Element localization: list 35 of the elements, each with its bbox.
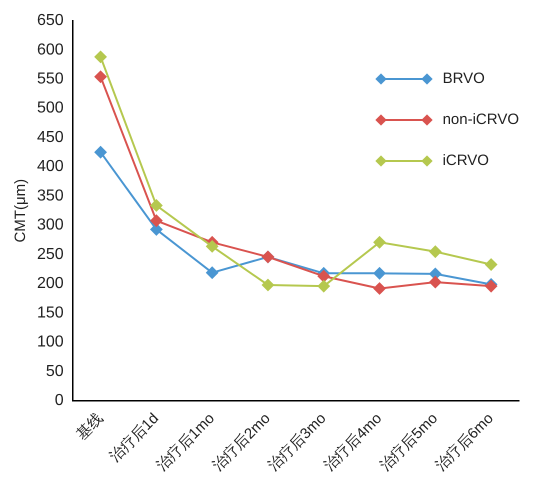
legend-label: iCRVO [442,152,489,169]
point [262,279,274,291]
point [485,258,498,271]
point [150,199,162,212]
y-tick-label: 250 [36,246,64,263]
legend-label: non-iCRVO [442,111,519,128]
y-tick-label: 500 [36,100,64,117]
point [94,70,107,83]
point [206,240,218,252]
point [374,282,386,295]
point [374,236,386,248]
point [94,146,107,158]
y-axis-title: CMT(μm) [12,178,30,243]
y-tick-label: 150 [36,304,64,322]
point [206,266,218,279]
y-tick-label: 600 [36,41,64,58]
point [318,280,330,292]
x-tick-label: 基线 [73,410,106,444]
y-tick-label: 50 [46,362,64,380]
y-tick-label: 200 [36,275,64,292]
y-tick-label: 300 [36,216,64,234]
y-tick-label: 650 [36,12,64,30]
point [150,214,162,227]
y-tick-label: 550 [36,70,64,88]
point [318,270,330,282]
y-tick-label: 400 [36,158,64,176]
point [374,267,386,280]
y-tick-label: 450 [36,128,64,146]
y-tick-label: 100 [36,334,64,351]
y-tick-label: 350 [36,187,64,204]
legend-label: BRVO [442,70,485,87]
y-tick-label: 0 [54,392,64,410]
point [94,50,107,63]
point [429,246,442,258]
point [429,276,442,288]
